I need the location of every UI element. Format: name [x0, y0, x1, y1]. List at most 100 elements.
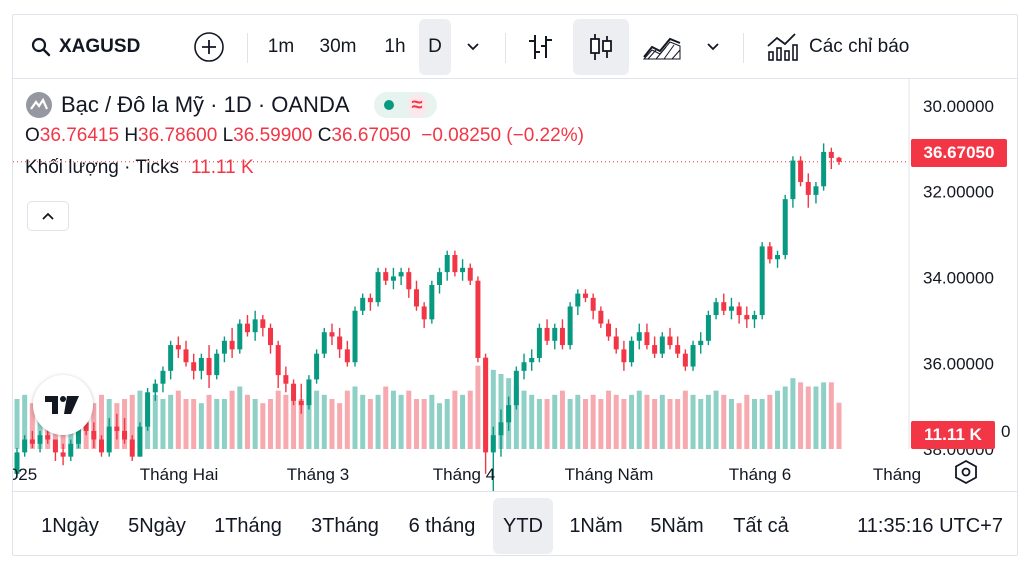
candle-down [621, 349, 627, 363]
collapse-legend-button[interactable] [27, 201, 69, 231]
range-ytd[interactable]: YTD [493, 498, 553, 554]
volume-bar [598, 399, 604, 449]
volume-bar [375, 394, 381, 449]
candle-down [52, 439, 58, 453]
tradingview-logo[interactable] [33, 375, 93, 435]
chevron-up-icon [42, 212, 54, 220]
candle-up [68, 443, 74, 457]
candle-down [606, 323, 612, 337]
volume-bar [805, 386, 811, 449]
candle-down [644, 332, 650, 346]
clock[interactable]: 11:35:16 UTC+7 [857, 514, 1003, 537]
candle-down [206, 357, 212, 376]
candle-down [582, 293, 588, 298]
range-1d[interactable]: 1Ngày [41, 514, 99, 537]
volume-bar [782, 386, 788, 449]
volume-bar [713, 390, 719, 449]
candle-down [652, 345, 658, 354]
market-status-pill[interactable]: ≈ [373, 92, 437, 118]
chart-legend: Bạc / Đô la Mỹ · 1D · OANDA ≈ O 36.76415 … [25, 91, 584, 179]
candle-up [567, 306, 573, 346]
volume-bar [798, 382, 804, 449]
candle-up [690, 345, 696, 367]
volume-bar [183, 399, 189, 449]
compare-symbol-button[interactable] [189, 19, 229, 75]
range-1m[interactable]: 1Tháng [214, 514, 282, 537]
bars-style-button[interactable] [519, 19, 561, 75]
range-1y[interactable]: 1Năm [569, 514, 623, 537]
candle-down [344, 349, 350, 363]
volume-bar [129, 394, 135, 449]
volume-bar [260, 403, 266, 449]
candle-down [736, 306, 742, 316]
candle-up [398, 272, 404, 277]
volume-bar [590, 394, 596, 449]
volume-bar [337, 403, 343, 449]
volume-bar [698, 399, 704, 449]
volume-bar [429, 394, 435, 449]
change-value: −0.08250 (−0.22%) [421, 125, 584, 146]
candle-down [682, 353, 688, 367]
interval-30m[interactable]: 30m [319, 36, 357, 57]
toolbar-divider [247, 33, 248, 63]
volume-bar [613, 394, 619, 449]
range-6m[interactable]: 6 tháng [408, 514, 476, 537]
interval-dropdown[interactable] [459, 19, 487, 75]
candle-up [137, 426, 143, 457]
volume-bar [467, 390, 473, 449]
volume-bar [544, 399, 550, 449]
volume-bar [606, 390, 612, 449]
candle-down [99, 439, 105, 453]
volume-bar [821, 382, 827, 449]
candles-style-button[interactable] [573, 19, 629, 75]
area-style-button[interactable] [637, 19, 687, 75]
volume-bar [229, 390, 235, 449]
candle-up [22, 439, 28, 453]
range-bar: 1Ngày 5Ngày 1Tháng 3Tháng 6 tháng YTD 1N… [13, 491, 1017, 555]
candle-down [421, 306, 427, 320]
interval-d[interactable]: D [419, 19, 451, 75]
chart-settings-button[interactable] [953, 459, 979, 490]
volume-bar [406, 390, 412, 449]
volume-bar [244, 394, 250, 449]
ohlc-values: O 36.76415 H 36.78600 L 36.59900 C 36.67050 … [25, 125, 584, 146]
y-axis-tick-label: 36.00000 [923, 354, 994, 373]
candle-up [790, 160, 796, 200]
indicators-button[interactable]: Các chỉ báo [757, 19, 943, 75]
price-chart[interactable]: 38.0000036.0000034.0000032.0000030.00000… [13, 79, 1018, 491]
volume-bar [675, 399, 681, 449]
range-3m[interactable]: 3Tháng [311, 514, 379, 537]
y-axis-tick-label: 30.00000 [923, 97, 994, 116]
candle-up [168, 345, 174, 371]
candle-up [429, 285, 435, 320]
candle-up [145, 392, 151, 427]
candle-down [114, 426, 120, 431]
volume-bar [460, 394, 466, 449]
volume-bar [775, 390, 781, 449]
volume-bar [644, 394, 650, 449]
indicators-icon [767, 33, 798, 61]
volume-bar [629, 394, 635, 449]
range-all[interactable]: Tất cả [733, 514, 789, 537]
volume-bar [705, 394, 711, 449]
indicators-label: Các chỉ báo [809, 36, 910, 57]
volume-bar [383, 386, 389, 449]
chart-pane[interactable]: 38.00000 36.00000 34.00000 32.00000 30.00000… [13, 79, 1018, 491]
volume-bar [828, 382, 834, 449]
symbol-search-button[interactable]: XAGUSD [31, 19, 161, 75]
candle-down [467, 267, 473, 281]
low-value: 36.59900 [233, 125, 313, 146]
candle-down [798, 160, 804, 182]
volume-bar [521, 390, 527, 449]
x-axis-tick-label: Tháng Hai [140, 465, 218, 484]
candle-down [836, 157, 842, 162]
range-5d[interactable]: 5Ngày [128, 514, 186, 537]
chart-type-dropdown[interactable] [699, 19, 727, 75]
interval-1h[interactable]: 1h [384, 36, 406, 57]
volume-bar [329, 399, 335, 449]
volume-bar [367, 399, 373, 449]
range-5y[interactable]: 5Năm [650, 514, 704, 537]
candle-down [544, 327, 550, 341]
interval-1m[interactable]: 1m [267, 36, 295, 57]
candle-up [214, 353, 220, 376]
